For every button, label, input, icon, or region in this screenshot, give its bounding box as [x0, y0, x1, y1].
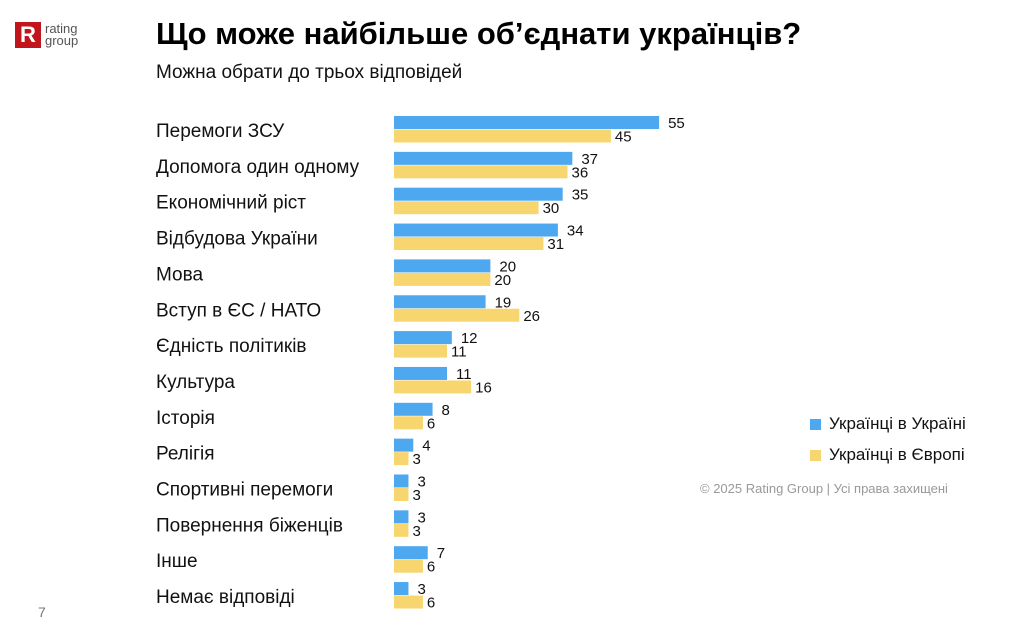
data-label: 12 — [461, 330, 478, 347]
data-label: 45 — [615, 129, 632, 146]
data-label: 30 — [543, 200, 560, 217]
page-title: Що може найбільше об’єднати українців? — [156, 16, 802, 51]
legend-item-ukraine: Українці в Україні — [810, 414, 966, 434]
category-label: Культура — [156, 372, 235, 393]
category-label: Інше — [156, 551, 198, 572]
legend-swatch — [810, 449, 821, 461]
data-label: 31 — [547, 236, 564, 253]
bar-ukraine — [394, 546, 428, 560]
bar-europe — [394, 523, 409, 537]
page-subtitle: Можна обрати до трьох відповідей — [156, 62, 463, 83]
data-label: 19 — [495, 294, 512, 311]
data-label: 37 — [581, 151, 598, 168]
bar-ukraine — [394, 151, 573, 165]
legend: Українці в Україні Українці в Європі — [810, 414, 966, 476]
category-label: Перемоги ЗСУ — [156, 121, 285, 142]
data-label: 4 — [422, 438, 430, 455]
bar-europe — [394, 165, 568, 179]
bar-europe — [394, 380, 472, 394]
data-label: 6 — [427, 559, 435, 576]
data-label: 35 — [572, 187, 589, 204]
category-label: Повернення біженців — [156, 515, 343, 536]
data-label: 26 — [523, 308, 540, 325]
data-label: 3 — [412, 451, 420, 468]
bar-europe — [394, 237, 544, 251]
data-label: 3 — [417, 581, 425, 598]
bar-ukraine — [394, 366, 448, 380]
category-label: Економічний ріст — [156, 193, 306, 214]
category-label: Допомога один одному — [156, 157, 360, 178]
data-label: 16 — [475, 379, 492, 396]
data-label: 34 — [567, 223, 584, 240]
bar-europe — [394, 416, 423, 430]
bar-ukraine — [394, 116, 660, 129]
data-label: 11 — [456, 366, 472, 383]
data-label: 3 — [417, 474, 425, 491]
logo: R rating group — [15, 22, 89, 48]
bar-ukraine — [394, 187, 563, 201]
data-label: 6 — [427, 595, 435, 612]
legend-item-europe: Українці в Європі — [810, 445, 966, 465]
bar-ukraine — [394, 438, 414, 452]
bar-ukraine — [394, 582, 409, 596]
bar-europe — [394, 488, 409, 501]
category-label: Відбудова України — [156, 229, 318, 250]
category-label: Історія — [156, 408, 215, 429]
page-number: 7 — [38, 604, 46, 620]
bar-ukraine — [394, 223, 558, 237]
bar-europe — [394, 559, 423, 573]
bar-ukraine — [394, 474, 409, 488]
data-label: 20 — [499, 258, 516, 275]
data-label: 3 — [417, 509, 425, 526]
data-label: 3 — [412, 523, 420, 540]
bar-europe — [394, 129, 611, 143]
bar-europe — [394, 308, 520, 322]
legend-swatch — [810, 418, 821, 430]
logo-mark: R — [15, 22, 41, 48]
bar-ukraine — [394, 331, 452, 345]
category-label: Єдність політиків — [156, 336, 307, 357]
data-label: 55 — [668, 115, 685, 132]
bar-europe — [394, 595, 423, 609]
data-label: 7 — [437, 545, 445, 562]
category-label: Немає відповіді — [156, 587, 295, 608]
data-label: 3 — [412, 487, 420, 504]
data-label: 6 — [427, 415, 435, 432]
category-label: Спортивні перемоги — [156, 480, 333, 501]
category-label: Мова — [156, 264, 203, 285]
bar-ukraine — [394, 402, 433, 416]
legend-label: Українці в Європі — [829, 445, 965, 464]
bar-ukraine — [394, 295, 486, 309]
bar-europe — [394, 201, 539, 215]
bar-europe — [394, 344, 448, 358]
data-label: 20 — [494, 272, 511, 289]
data-label: 36 — [572, 164, 589, 181]
bar-ukraine — [394, 510, 409, 524]
category-label: Релігія — [156, 444, 215, 465]
copyright: © 2025 Rating Group | Усі права захищені — [700, 481, 948, 496]
logo-text: rating group — [45, 21, 79, 48]
bar-europe — [394, 272, 491, 286]
legend-label: Українці в Україні — [829, 414, 966, 433]
bar-europe — [394, 452, 409, 466]
data-label: 11 — [451, 344, 467, 361]
bar-ukraine — [394, 259, 491, 273]
data-label: 8 — [442, 402, 450, 419]
category-label: Вступ в ЄС / НАТО — [156, 300, 321, 321]
